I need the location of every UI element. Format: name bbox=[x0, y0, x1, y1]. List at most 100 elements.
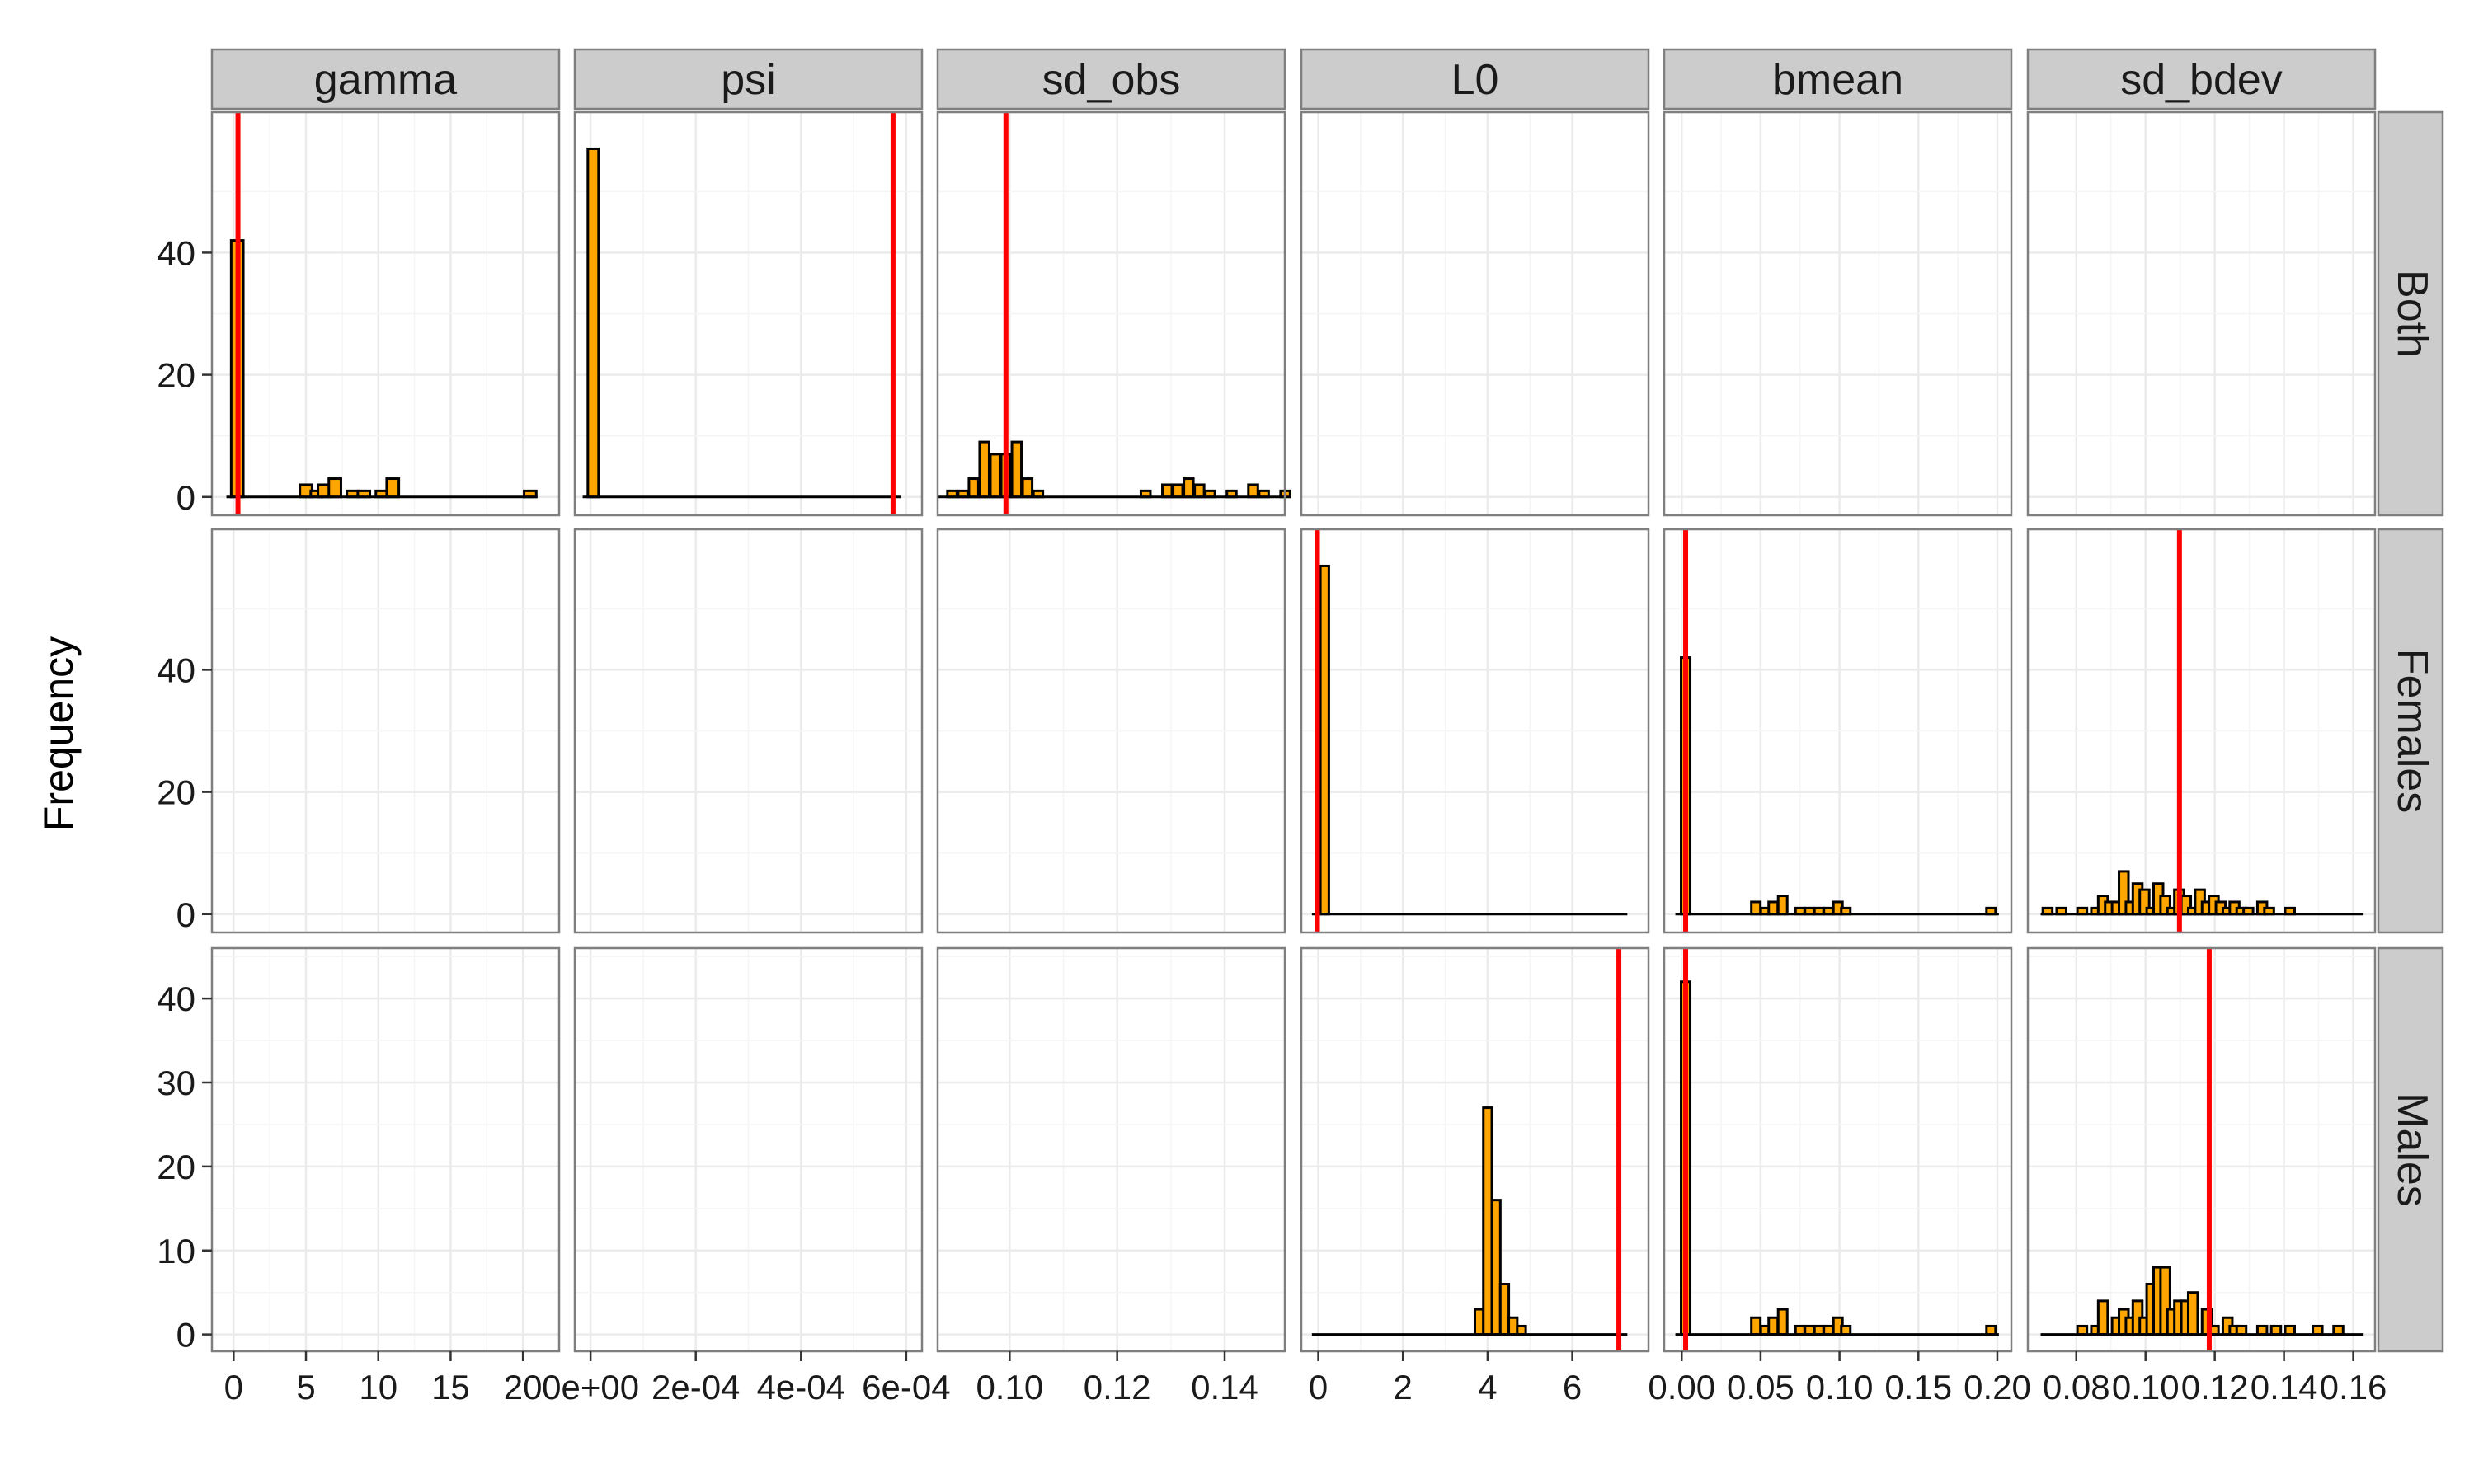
histogram-bar bbox=[2269, 1324, 2283, 1336]
y-tick-label: 0 bbox=[176, 478, 195, 517]
x-tick-label: 0.12 bbox=[1084, 1368, 1151, 1407]
facet-label-L0: L0 bbox=[1451, 56, 1499, 104]
panel-background bbox=[2028, 948, 2375, 1351]
facet-strip-females bbox=[2377, 528, 2444, 934]
facet-strip-both bbox=[2377, 110, 2444, 517]
facet-label-gamma: gamma bbox=[314, 56, 457, 104]
x-tick-label: 0 bbox=[1309, 1368, 1328, 1407]
panel-border bbox=[1663, 110, 2013, 517]
x-tick-label: 0.20 bbox=[1964, 1368, 2031, 1407]
facet-label-sd_bdev: sd_bdev bbox=[2120, 56, 2283, 104]
panel-border bbox=[936, 110, 1286, 517]
facet-strip-sd_bdev bbox=[2026, 48, 2377, 110]
y-tick-label: 20 bbox=[157, 773, 195, 812]
x-tick-label: 20 bbox=[504, 1368, 543, 1407]
histogram-bar bbox=[2312, 1324, 2324, 1336]
histogram-bar bbox=[2076, 1324, 2089, 1336]
facet-label-sd_obs: sd_obs bbox=[1042, 56, 1181, 104]
x-tick-label: 0.15 bbox=[1884, 1368, 1952, 1407]
x-tick-label: 15 bbox=[431, 1368, 470, 1407]
histogram-bar bbox=[1482, 1106, 1493, 1336]
panel-border bbox=[573, 528, 924, 934]
x-tick-label: 10 bbox=[359, 1368, 397, 1407]
panel-border bbox=[936, 528, 1286, 934]
histogram-bar bbox=[1161, 483, 1174, 499]
x-tick-label: 0e+00 bbox=[542, 1368, 639, 1407]
x-tick-label: 2e-04 bbox=[651, 1368, 740, 1407]
panel-border bbox=[1300, 946, 1650, 1353]
x-tick-label: 0.00 bbox=[1648, 1368, 1715, 1407]
histogram-bar bbox=[586, 147, 600, 499]
histogram-bar bbox=[2186, 1291, 2199, 1336]
facet-strip-L0 bbox=[1300, 48, 1650, 110]
panel-border bbox=[1300, 528, 1650, 934]
y-tick-label: 30 bbox=[157, 1064, 195, 1102]
histogram-bar bbox=[1183, 477, 1195, 499]
panel-border bbox=[2026, 110, 2377, 517]
y-axis-title: Frequency bbox=[35, 636, 82, 831]
histogram-bar bbox=[1172, 483, 1184, 499]
histogram-bar bbox=[2332, 1324, 2345, 1336]
x-tick-label: 4e-04 bbox=[757, 1368, 845, 1407]
histogram-bar bbox=[1767, 900, 1780, 916]
x-tick-label: 0.08 bbox=[2043, 1368, 2110, 1407]
y-tick-label: 40 bbox=[157, 650, 195, 689]
facet-label-males: Males bbox=[2388, 1092, 2436, 1207]
histogram-bar bbox=[327, 477, 342, 499]
panel-border bbox=[210, 528, 561, 934]
histogram-bar bbox=[1010, 440, 1023, 499]
x-tick-label: 4 bbox=[1478, 1368, 1497, 1407]
panel-border bbox=[1300, 110, 1650, 517]
x-tick-label: 2 bbox=[1394, 1368, 1413, 1407]
x-tick-label: 0.12 bbox=[2181, 1368, 2249, 1407]
histogram-bar bbox=[1985, 1324, 1997, 1336]
histogram-bar bbox=[2096, 1299, 2109, 1336]
facet-strip-gamma bbox=[210, 48, 561, 110]
histogram-bar bbox=[1813, 1324, 1825, 1336]
histogram-bar bbox=[2235, 1324, 2248, 1336]
panel-border bbox=[2026, 946, 2377, 1353]
y-tick-label: 10 bbox=[157, 1232, 195, 1270]
facet-strip-bmean bbox=[1663, 48, 2013, 110]
y-tick-label: 20 bbox=[157, 1148, 195, 1186]
facet-label-psi: psi bbox=[721, 56, 775, 104]
panel-border bbox=[936, 946, 1286, 1353]
histogram-bar bbox=[1193, 483, 1206, 499]
histogram-bar bbox=[1823, 1324, 1835, 1336]
histogram-bar bbox=[1498, 1283, 1511, 1336]
histogram-bar bbox=[1473, 1308, 1485, 1336]
histogram-bar bbox=[1021, 477, 1034, 499]
histogram-bar bbox=[1750, 900, 1762, 916]
panel-background bbox=[1664, 948, 2011, 1351]
y-tick-label: 0 bbox=[176, 895, 195, 934]
y-tick-label: 40 bbox=[157, 979, 195, 1018]
histogram-bar bbox=[978, 440, 990, 499]
x-tick-label: 5 bbox=[296, 1368, 315, 1407]
panel-border bbox=[573, 110, 924, 517]
y-tick-label: 40 bbox=[157, 233, 195, 272]
histogram-bar bbox=[2255, 1324, 2269, 1336]
panel-background bbox=[212, 948, 559, 1351]
facet-strip-psi bbox=[573, 48, 924, 110]
histogram-bar bbox=[1319, 564, 1330, 916]
x-tick-label: 0.10 bbox=[976, 1368, 1043, 1407]
panel-background bbox=[1301, 948, 1649, 1351]
x-tick-label: 6 bbox=[1563, 1368, 1582, 1407]
x-tick-label: 0.14 bbox=[2251, 1368, 2318, 1407]
x-tick-label: 0 bbox=[224, 1368, 243, 1407]
panel-border bbox=[210, 110, 561, 517]
x-tick-label: 0.10 bbox=[2112, 1368, 2180, 1407]
histogram-bar bbox=[1776, 1308, 1789, 1336]
histogram-bar bbox=[1507, 1316, 1519, 1336]
histogram-bar bbox=[1516, 1324, 1527, 1336]
panel-background bbox=[938, 948, 1285, 1351]
facet-strip-males bbox=[2377, 946, 2444, 1353]
panel-border bbox=[210, 946, 561, 1353]
x-tick-label: 0.10 bbox=[1806, 1368, 1874, 1407]
x-tick-label: 0.14 bbox=[1191, 1368, 1258, 1407]
histogram-bar bbox=[1776, 895, 1789, 916]
histogram-bar bbox=[1750, 1316, 1762, 1336]
panel-border bbox=[573, 946, 924, 1353]
panel-border bbox=[2026, 528, 2377, 934]
